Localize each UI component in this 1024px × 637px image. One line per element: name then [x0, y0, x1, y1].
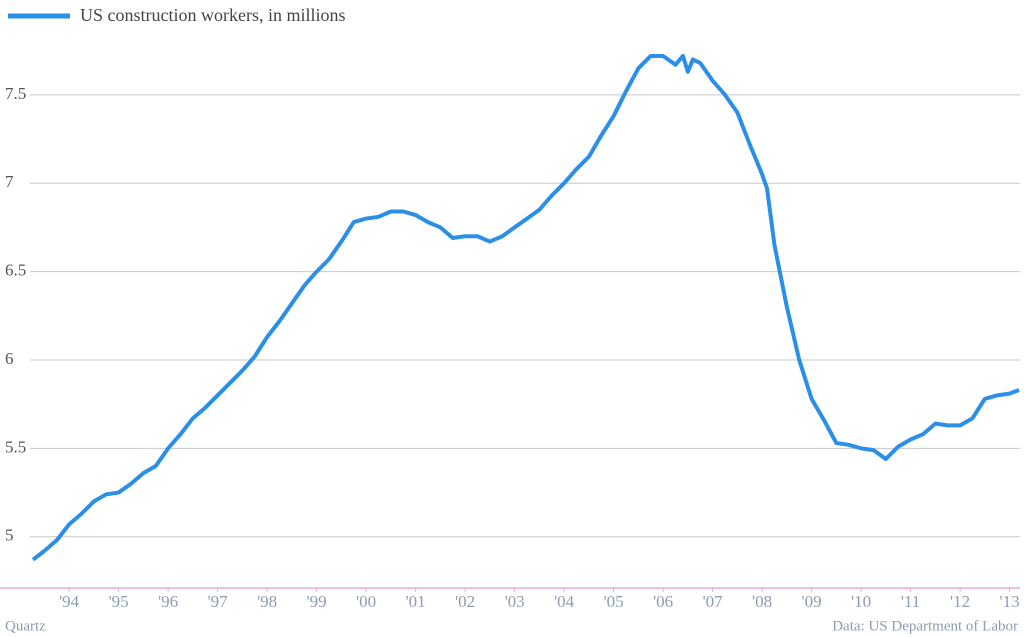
x-tick-label: '97 [208, 592, 229, 611]
x-tick-label: '09 [802, 592, 822, 611]
x-tick-label: '08 [752, 592, 772, 611]
x-tick-label: '13 [1000, 592, 1020, 611]
y-tick-label: 6 [5, 349, 14, 368]
x-tick-label: '96 [158, 592, 178, 611]
y-tick-label: 5.5 [5, 437, 26, 456]
x-tick-label: '00 [356, 592, 376, 611]
x-tick-label: '12 [950, 592, 970, 611]
x-tick-label: '03 [505, 592, 525, 611]
y-tick-label: 7.5 [5, 84, 26, 103]
x-tick-label: '07 [703, 592, 724, 611]
x-tick-label: '11 [901, 592, 920, 611]
note: Data: US Department of Labor [832, 618, 1018, 634]
x-tick-label: '95 [109, 592, 129, 611]
x-tick-label: '04 [554, 592, 575, 611]
x-tick-label: '99 [307, 592, 327, 611]
source: Quartz [5, 618, 46, 634]
x-tick-label: '05 [604, 592, 624, 611]
x-tick-label: '94 [59, 592, 80, 611]
x-tick-label: '02 [455, 592, 475, 611]
y-tick-label: 5 [5, 526, 14, 545]
data-line [31, 53, 1020, 562]
legend-label: US construction workers, in millions [80, 5, 345, 25]
x-tick-label: '10 [851, 592, 871, 611]
y-tick-label: 7 [5, 172, 14, 191]
x-tick-label: '01 [406, 592, 426, 611]
x-tick-label: '98 [257, 592, 277, 611]
y-tick-label: 6.5 [5, 261, 26, 280]
x-tick-label: '06 [653, 592, 673, 611]
